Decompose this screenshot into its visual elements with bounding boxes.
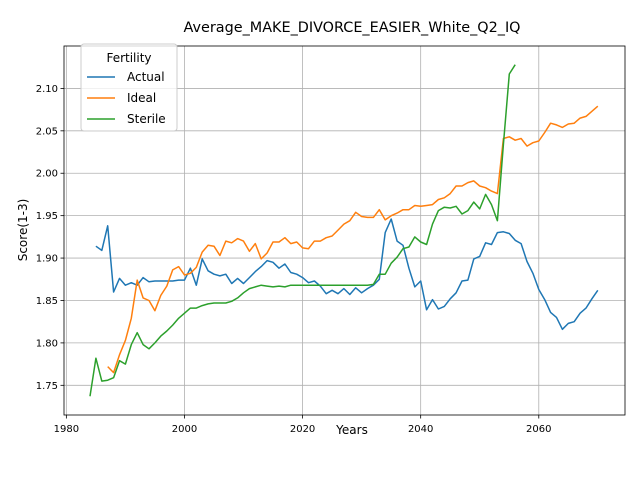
legend: Fertility Actual Ideal Sterile xyxy=(80,43,178,132)
legend-label-ideal: Ideal xyxy=(127,91,156,105)
y-tick-label: 1.75 xyxy=(36,381,58,392)
legend-items: Actual Ideal Sterile xyxy=(87,70,166,126)
x-tick-label: 2020 xyxy=(290,424,315,435)
series-line-sterile xyxy=(89,64,516,397)
legend-title: Fertility xyxy=(106,51,151,65)
legend-label-actual: Actual xyxy=(127,70,165,84)
y-axis-label: Score(1-3) xyxy=(16,199,30,262)
y-tick-label: 1.95 xyxy=(36,211,58,222)
y-tick-label: 2.05 xyxy=(36,126,58,137)
plot-frame xyxy=(63,45,626,416)
series-line-actual xyxy=(95,218,599,331)
y-tick-label: 1.80 xyxy=(36,338,58,349)
x-tick-label: 1980 xyxy=(54,424,79,435)
y-tick-label: 2.10 xyxy=(36,84,58,95)
x-tick-label: 2000 xyxy=(172,424,197,435)
chart-title: Average_MAKE_DIVORCE_EASIER_White_Q2_IQ xyxy=(183,20,520,36)
series-lines xyxy=(89,64,599,397)
series-line-ideal xyxy=(107,105,599,374)
y-tick-label: 1.85 xyxy=(36,296,58,307)
x-axis-label: Years xyxy=(335,423,368,437)
y-tick-label: 2.00 xyxy=(36,169,58,180)
x-tick-label: 2060 xyxy=(526,424,551,435)
legend-frame xyxy=(80,43,178,132)
grid xyxy=(64,46,625,415)
y-tick-label: 1.90 xyxy=(36,254,58,265)
legend-label-sterile: Sterile xyxy=(127,112,166,126)
axis-ticks: 1980 2000 2020 2040 2060 1.75 1.80 1.85 1.90 1.95… xyxy=(36,84,552,435)
x-tick-label: 2040 xyxy=(408,424,433,435)
